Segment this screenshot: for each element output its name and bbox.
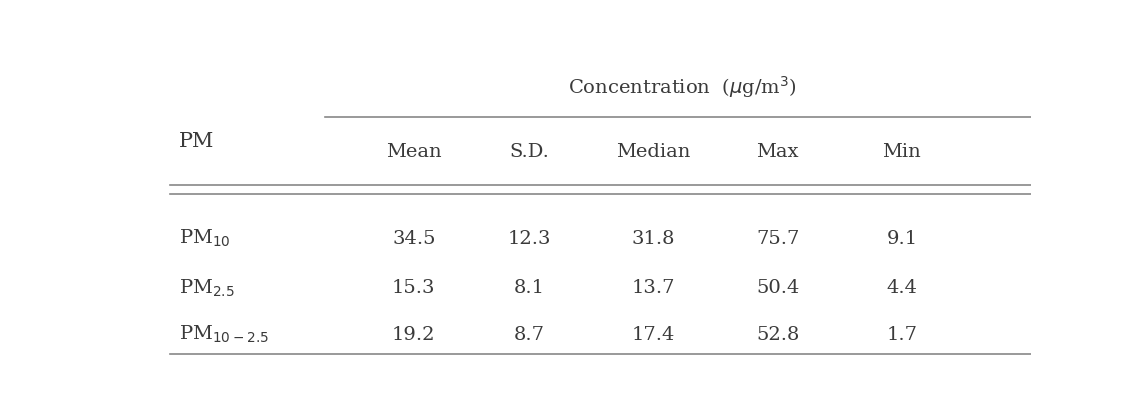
Text: 75.7: 75.7 [756, 229, 799, 247]
Text: Median: Median [616, 143, 690, 160]
Text: 34.5: 34.5 [392, 229, 435, 247]
Text: 50.4: 50.4 [756, 278, 799, 296]
Text: Concentration  ($\mu$g/m$^{3}$): Concentration ($\mu$g/m$^{3}$) [568, 74, 797, 99]
Text: S.D.: S.D. [510, 143, 550, 160]
Text: PM$_{10-2.5}$: PM$_{10-2.5}$ [179, 323, 269, 344]
Text: PM$_{2.5}$: PM$_{2.5}$ [179, 277, 235, 298]
Text: 17.4: 17.4 [632, 325, 676, 343]
Text: 8.7: 8.7 [514, 325, 545, 343]
Text: 9.1: 9.1 [886, 229, 917, 247]
Text: Max: Max [757, 143, 799, 160]
Text: Min: Min [883, 143, 922, 160]
Text: PM$_{10}$: PM$_{10}$ [179, 227, 230, 249]
Text: 1.7: 1.7 [886, 325, 917, 343]
Text: 8.1: 8.1 [514, 278, 545, 296]
Text: 19.2: 19.2 [392, 325, 435, 343]
Text: 4.4: 4.4 [886, 278, 917, 296]
Text: 15.3: 15.3 [392, 278, 435, 296]
Text: Mean: Mean [386, 143, 442, 160]
Text: 13.7: 13.7 [632, 278, 676, 296]
Text: PM: PM [179, 131, 214, 150]
Text: 31.8: 31.8 [632, 229, 676, 247]
Text: 52.8: 52.8 [756, 325, 799, 343]
Text: 12.3: 12.3 [507, 229, 551, 247]
